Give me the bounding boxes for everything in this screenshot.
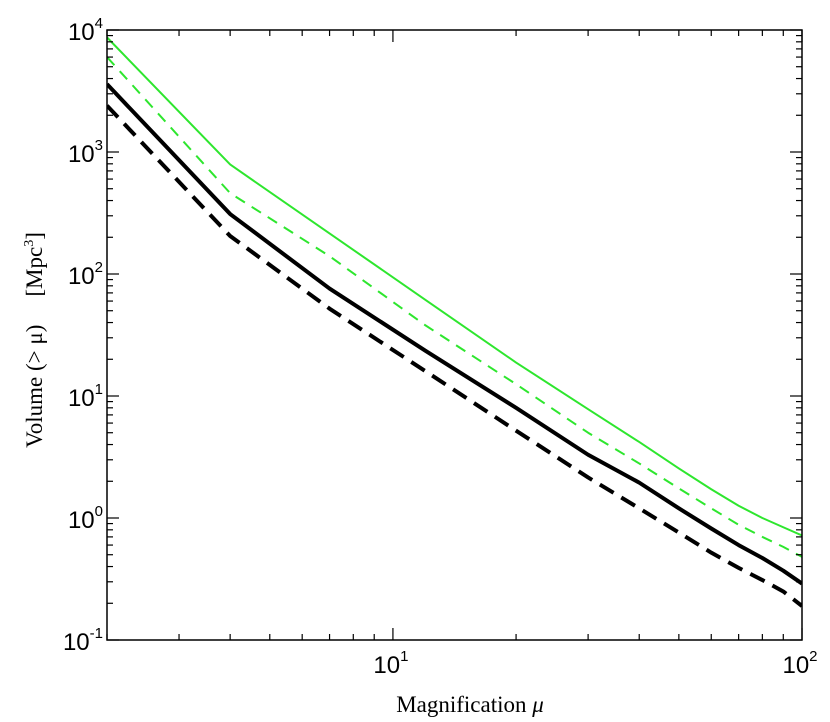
x-tick-labels: 101 102 [373,648,817,679]
y-tick-label: 101 [68,381,103,412]
series-line-1 [107,36,802,537]
y-tick-label: 104 [68,15,103,46]
y-tick-label: 102 [68,259,103,290]
series-line-2 [107,56,802,558]
minor-ticks [106,29,803,641]
x-tick-label: 102 [782,648,817,679]
y-tick-label: 103 [68,137,103,168]
x-tick-label: 101 [373,648,408,679]
x-axis-label: Magnification μ [396,692,544,717]
plot-frame [106,29,803,641]
plot-area [107,36,802,608]
y-axis-label: Volume (> μ)[Mpc3] [22,232,47,448]
series-line-3 [107,82,802,586]
y-tick-label: 10-1 [63,625,103,656]
series-line-4 [107,104,802,608]
y-tick-labels: 10-1 100 101 102 103 104 [63,15,103,656]
y-tick-label: 100 [68,503,103,534]
